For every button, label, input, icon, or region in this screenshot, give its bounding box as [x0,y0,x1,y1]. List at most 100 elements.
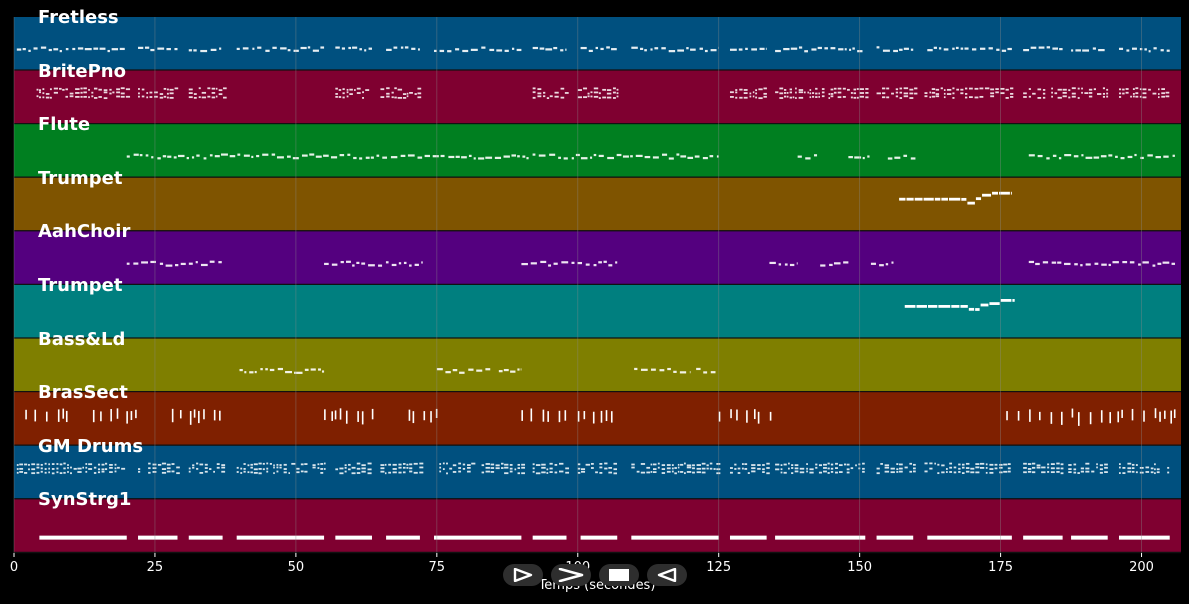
note [388,471,392,474]
note [912,470,916,473]
note [994,463,998,466]
note [1007,467,1011,470]
stop-icon [609,569,629,581]
note [833,262,841,265]
note [221,470,226,473]
note [511,47,515,50]
note [494,156,502,159]
note [884,466,890,469]
note [786,92,789,94]
note [176,472,180,475]
note [630,155,633,158]
note [1135,464,1138,466]
note [348,46,352,50]
note [532,46,539,50]
note [631,46,638,49]
note [485,156,493,159]
note [312,464,316,467]
forward-button[interactable] [551,564,591,586]
note [743,96,748,99]
note [362,91,364,94]
note [211,96,216,99]
note [171,470,175,473]
note [846,471,850,474]
note [530,262,537,265]
note [421,261,423,264]
stop-button[interactable] [599,564,639,586]
note [101,470,105,473]
note [446,472,448,475]
note [93,466,97,469]
note [1117,411,1120,423]
note [1046,46,1051,49]
note [818,92,820,95]
note [759,47,765,50]
note [40,467,43,470]
note [161,471,167,474]
note [593,264,597,267]
note [931,88,936,90]
note [63,462,66,465]
note [103,97,108,100]
note [392,463,397,466]
note [1152,264,1156,267]
note [577,96,582,99]
note [120,95,125,98]
note [937,472,940,475]
note [692,471,695,474]
note [1118,47,1124,50]
note [402,96,407,99]
note [390,156,398,159]
note [1041,471,1046,474]
note [783,95,787,98]
note [737,472,741,474]
note [391,263,397,267]
note [253,468,258,471]
note [193,96,197,99]
note [498,370,503,373]
note [673,370,677,373]
note [1164,410,1166,419]
note [739,96,743,99]
note [338,96,342,98]
note [1068,471,1072,474]
note [984,87,990,90]
note [912,463,916,466]
note [1068,96,1071,99]
note [218,261,222,264]
note [806,467,808,470]
note [200,263,208,267]
note [65,95,68,98]
play-button[interactable] [503,564,543,586]
note [62,408,65,419]
note [775,91,779,94]
note [1056,462,1060,465]
note [398,471,402,474]
track-label: GM Drums [38,435,144,457]
note [384,463,387,466]
note [92,409,95,423]
note [188,49,192,52]
note [1051,91,1053,94]
note [521,262,528,266]
note [301,154,308,157]
note [1071,535,1108,540]
note [1071,87,1076,90]
note [243,463,246,465]
note [1093,156,1100,159]
note [72,47,76,51]
note [1159,411,1161,422]
note [683,472,686,475]
note [934,197,941,201]
note [741,463,744,465]
note [447,50,452,53]
note [903,95,909,98]
note [541,466,546,469]
note [729,48,737,51]
note [1118,88,1122,91]
note [126,411,128,424]
note [485,368,491,371]
back-button[interactable] [647,564,687,586]
note [931,95,936,98]
note [1071,408,1074,418]
